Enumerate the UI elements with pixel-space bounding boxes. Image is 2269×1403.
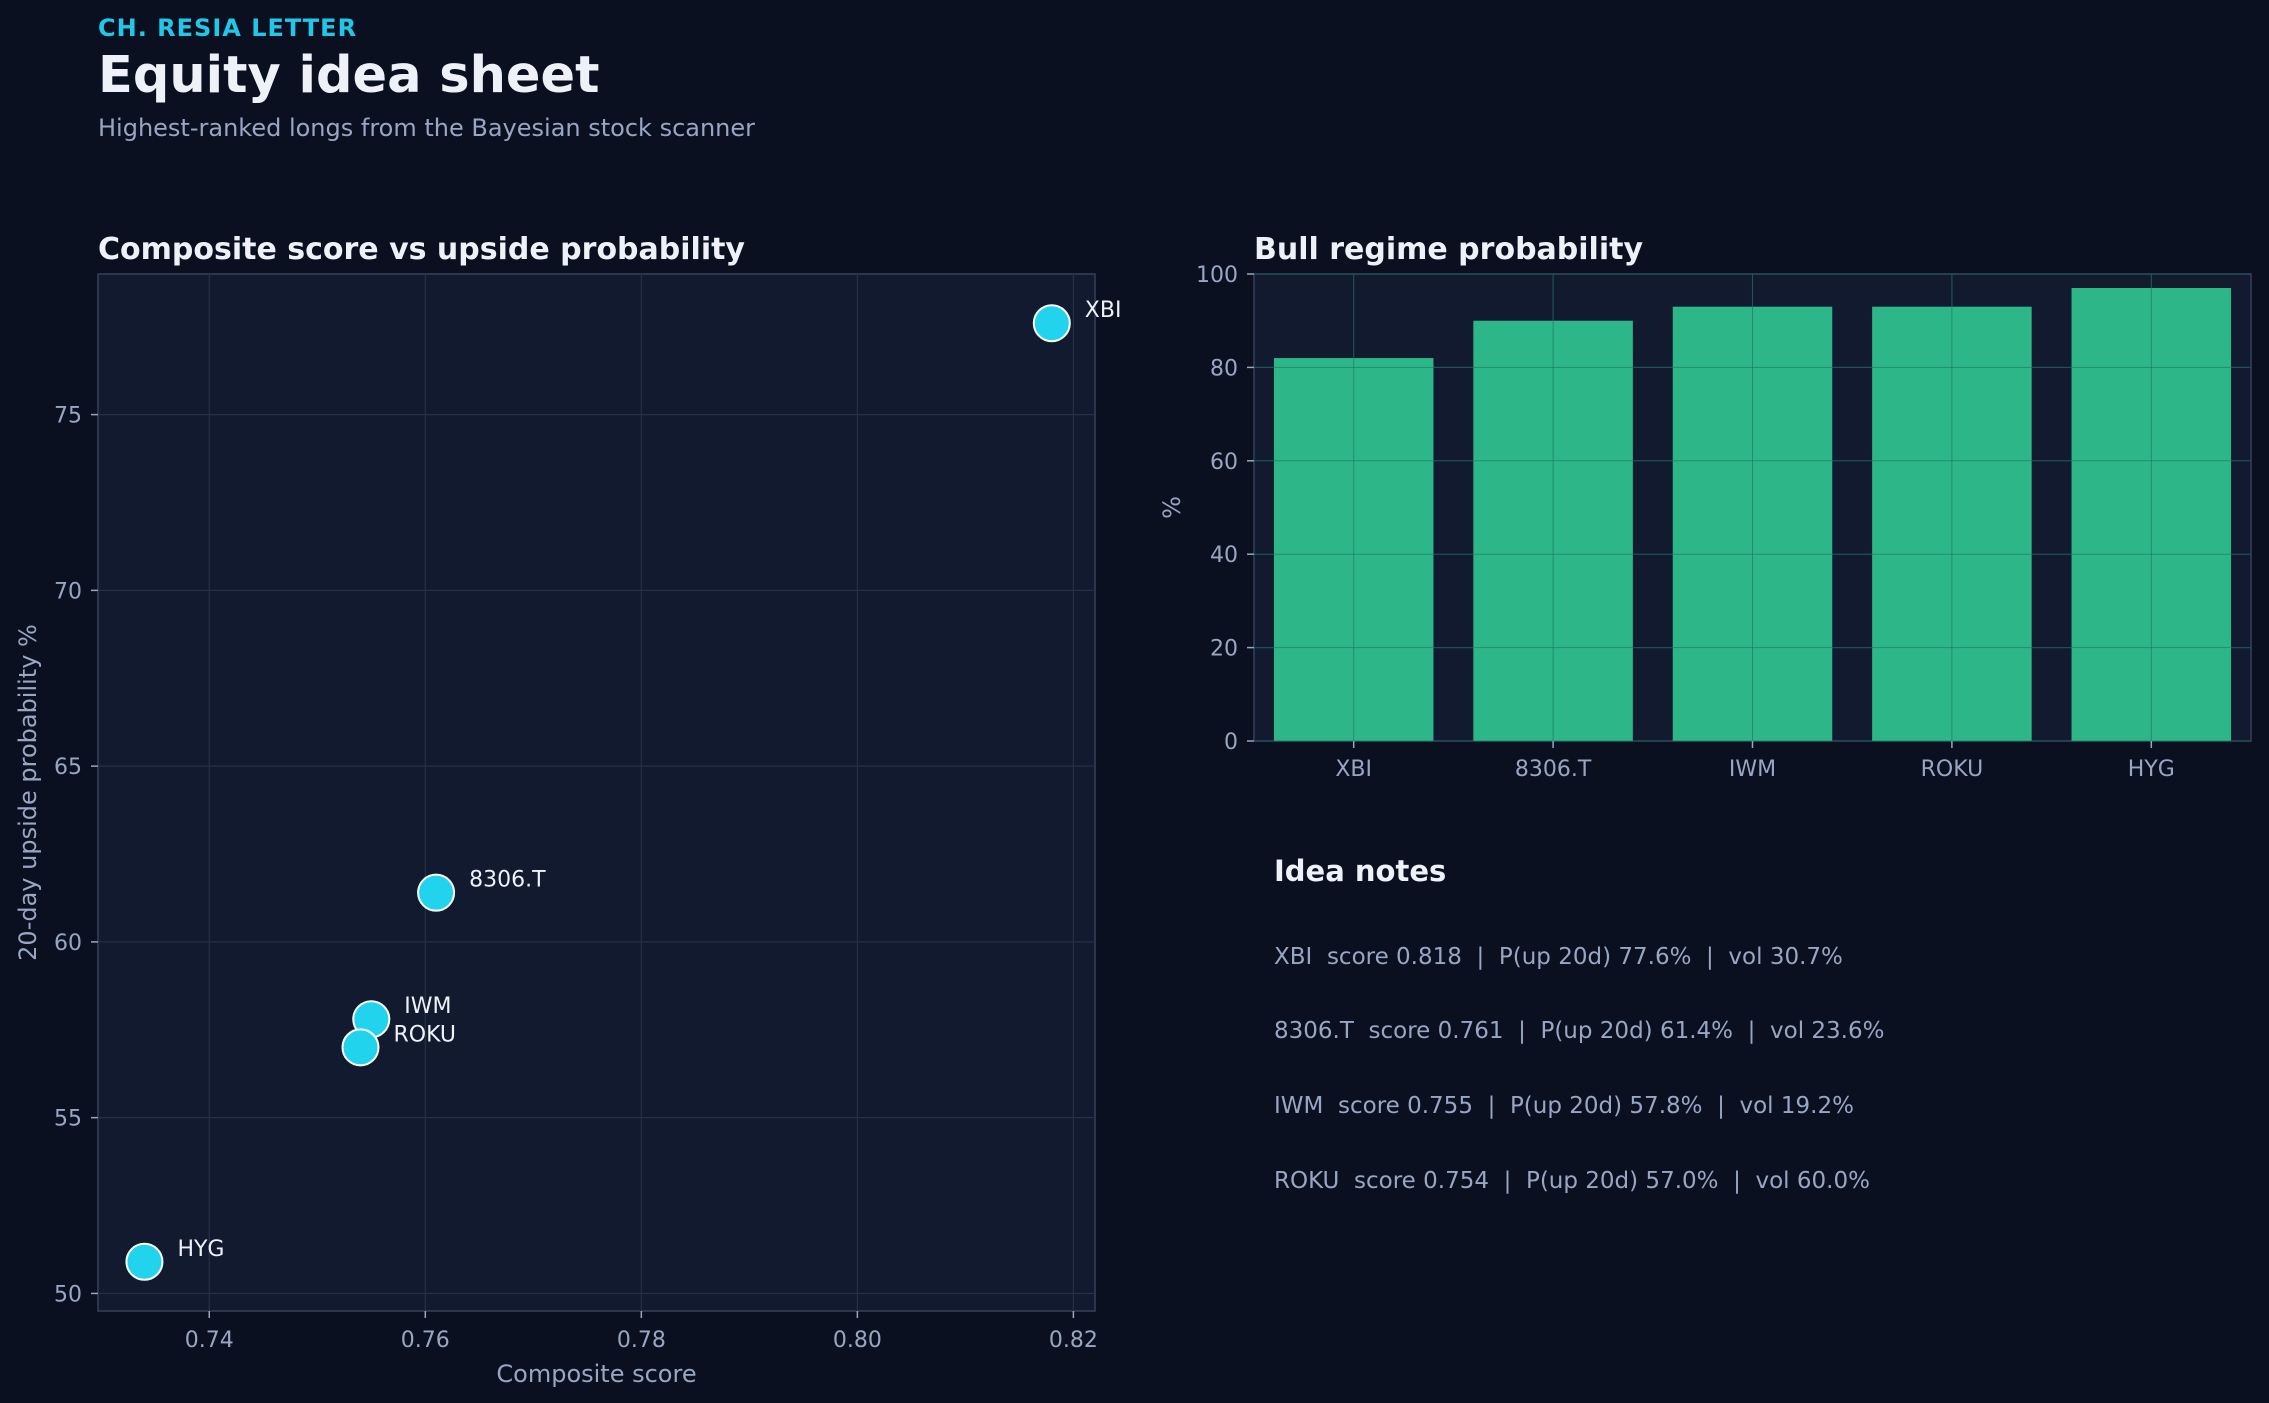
idea-notes-title: Idea notes — [1274, 854, 1447, 888]
scatter-chart: 0.74 0.76 0.78 0.80 0.82 50 55 60 65 70 75 Composit… — [14, 273, 1122, 1388]
scatter-point-xbi — [1032, 304, 1071, 343]
scatter-y-axis-label: 20-day upside probability % — [14, 624, 42, 961]
scatter-point-label-roku: ROKU — [393, 1022, 456, 1047]
scatter-point-roku — [341, 1028, 380, 1067]
scatter-y-tick-label: 55 — [54, 1107, 82, 1132]
publication-kicker: CH. RESIA LETTER — [98, 14, 358, 42]
scatter-y-tick-label: 60 — [54, 931, 82, 956]
scatter-plot-area — [97, 273, 1096, 1312]
bar-y-tick-label: 40 — [1210, 543, 1238, 568]
bar-category-label-8306-t: 8306.T — [1515, 757, 1592, 782]
scatter-point-label-iwm: IWM — [404, 994, 451, 1019]
page-subtitle: Highest-ranked longs from the Bayesian s… — [98, 114, 756, 142]
scatter-y-tick-label: 50 — [54, 1282, 82, 1307]
scatter-x-tick-label: 0.80 — [833, 1328, 882, 1353]
page-title: Equity idea sheet — [98, 46, 600, 105]
bar-y-tick-label: 0 — [1224, 730, 1238, 755]
scatter-point-label-hyg: HYG — [177, 1237, 224, 1262]
scatter-point-label-8306-t: 8306.T — [469, 868, 546, 893]
scatter-chart-title: Composite score vs upside probability — [98, 232, 745, 267]
bar-category-label-hyg: HYG — [2128, 757, 2175, 782]
bar-y-tick-label: 80 — [1210, 356, 1238, 381]
scatter-y-tick-label: 70 — [54, 579, 82, 604]
idea-note-xbi: XBI score 0.818 | P(up 20d) 77.6% | vol … — [1274, 944, 1843, 970]
idea-note-iwm: IWM score 0.755 | P(up 20d) 57.8% | vol … — [1274, 1093, 1854, 1119]
scatter-x-tick-label: 0.76 — [401, 1328, 450, 1353]
scatter-point-label-xbi: XBI — [1085, 298, 1122, 323]
scatter-y-tick-label: 75 — [54, 404, 82, 429]
bar-y-tick-label: 60 — [1210, 450, 1238, 475]
scatter-x-axis-label: Composite score — [496, 1360, 696, 1388]
idea-note-8306t: 8306.T score 0.761 | P(up 20d) 61.4% | v… — [1274, 1018, 1885, 1044]
bar-category-label-iwm: IWM — [1729, 757, 1776, 782]
scatter-x-tick-label: 0.74 — [185, 1328, 234, 1353]
bar-y-axis-label: % — [1158, 496, 1186, 519]
bar-y-tick-label: 100 — [1196, 263, 1238, 288]
scatter-y-tick-label: 65 — [54, 755, 82, 780]
bar-chart: XBI 8306.T IWM ROKU HYG 0 20 40 60 80 100% — [1158, 263, 2252, 782]
bar-y-tick-label: 20 — [1210, 637, 1238, 662]
bar-chart-title: Bull regime probability — [1254, 232, 1644, 267]
scatter-x-tick-label: 0.82 — [1049, 1328, 1098, 1353]
idea-note-roku: ROKU score 0.754 | P(up 20d) 57.0% | vol… — [1274, 1168, 1870, 1194]
scatter-point-8306-t — [417, 873, 456, 912]
bar-category-label-roku: ROKU — [1921, 757, 1984, 782]
scatter-x-tick-label: 0.78 — [617, 1328, 666, 1353]
bar-category-label-xbi: XBI — [1335, 757, 1372, 782]
scatter-point-hyg — [125, 1242, 164, 1281]
